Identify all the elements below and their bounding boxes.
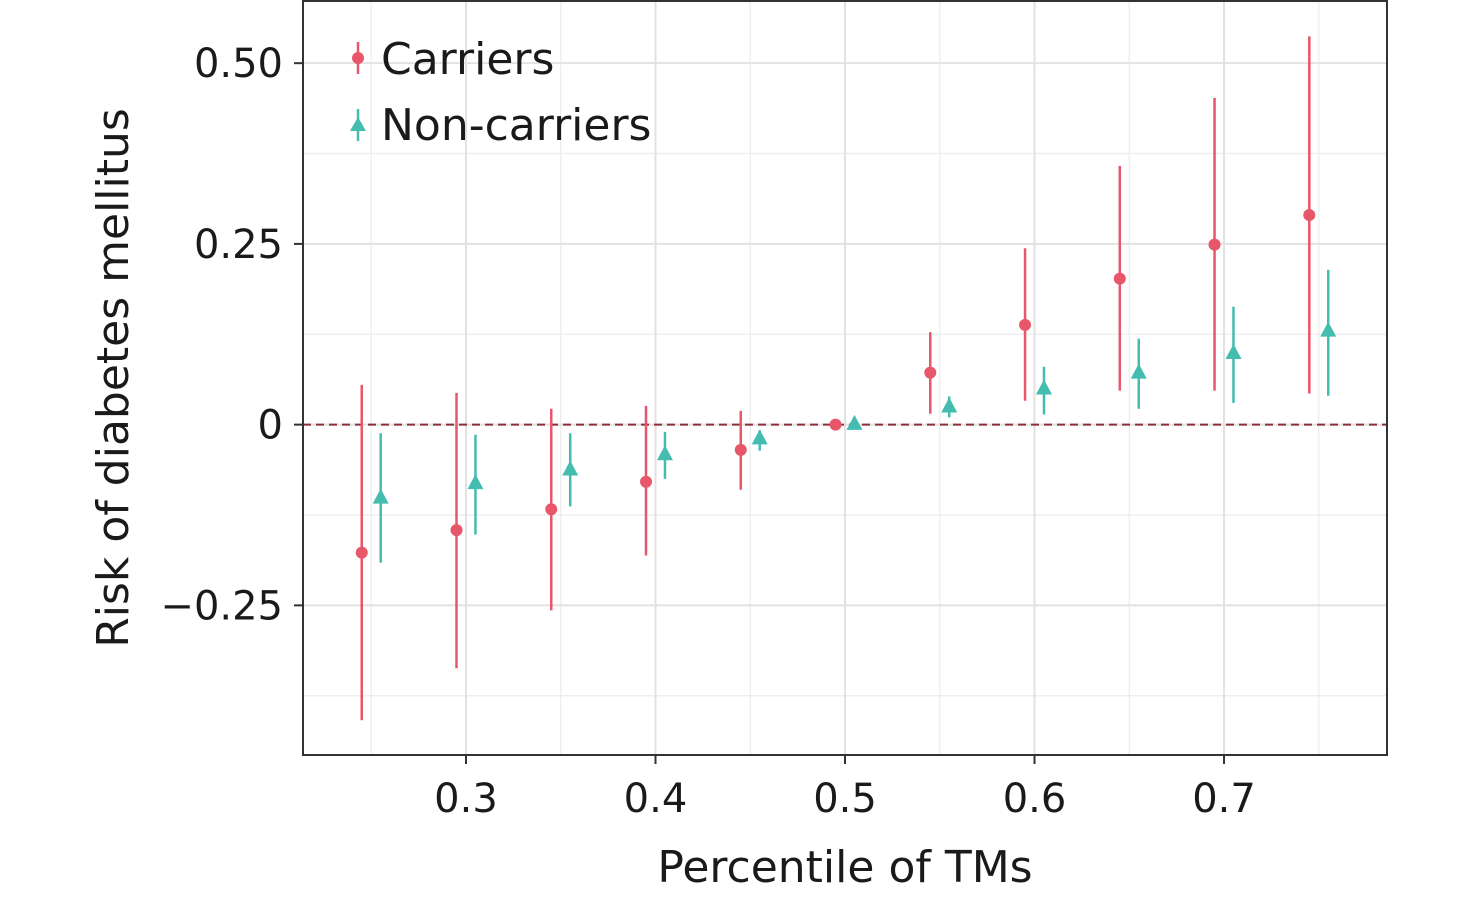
data-point (846, 414, 863, 430)
x-tick-label: 0.4 (624, 776, 688, 822)
legend-triangle-icon (350, 117, 366, 131)
x-tick-label: 0.3 (434, 776, 498, 822)
data-point (751, 429, 768, 445)
y-tick-label: 0 (258, 403, 283, 449)
data-point (656, 445, 673, 461)
x-tick-label: 0.6 (1003, 776, 1067, 822)
data-point (924, 366, 937, 379)
data-point (372, 488, 389, 504)
data-point (1225, 344, 1242, 360)
legend-item-non-carriers: Non-carriers (350, 100, 651, 151)
data-point (1208, 238, 1221, 251)
y-tick-label: −0.25 (160, 583, 283, 629)
y-tick-label: 0.25 (194, 222, 283, 268)
data-point (450, 524, 463, 537)
legend-circle-icon (352, 52, 364, 64)
data-point (355, 546, 368, 559)
data-point (640, 475, 653, 488)
data-point (467, 474, 484, 490)
data-point (1130, 363, 1147, 379)
marks (355, 36, 1337, 721)
legend-label-carriers: Carriers (381, 34, 554, 85)
data-point (829, 418, 842, 431)
x-tick-label: 0.7 (1192, 776, 1256, 822)
series-non-carriers (372, 269, 1337, 563)
data-point (1035, 379, 1052, 395)
grid (303, 1, 1387, 755)
data-point (562, 460, 579, 476)
data-point (545, 503, 558, 516)
data-point (734, 443, 747, 456)
legend-label-non-carriers: Non-carriers (381, 100, 651, 151)
data-point (1019, 318, 1032, 331)
y-axis: −0.25 0 0.25 0.50 (160, 41, 303, 629)
data-point (941, 397, 958, 413)
x-axis-title: Percentile of TMs (657, 842, 1032, 893)
legend-item-carriers: Carriers (352, 34, 554, 85)
y-tick-label: 0.50 (194, 41, 283, 87)
y-axis-title: Risk of diabetes mellitus (88, 108, 139, 648)
x-axis: 0.3 0.4 0.5 0.6 0.7 (434, 755, 1256, 822)
data-point (1303, 208, 1316, 221)
legend: Carriers Non-carriers (350, 34, 651, 151)
data-point (1113, 272, 1126, 285)
data-point (1320, 321, 1337, 337)
series-carriers (355, 36, 1316, 721)
x-tick-label: 0.5 (813, 776, 877, 822)
